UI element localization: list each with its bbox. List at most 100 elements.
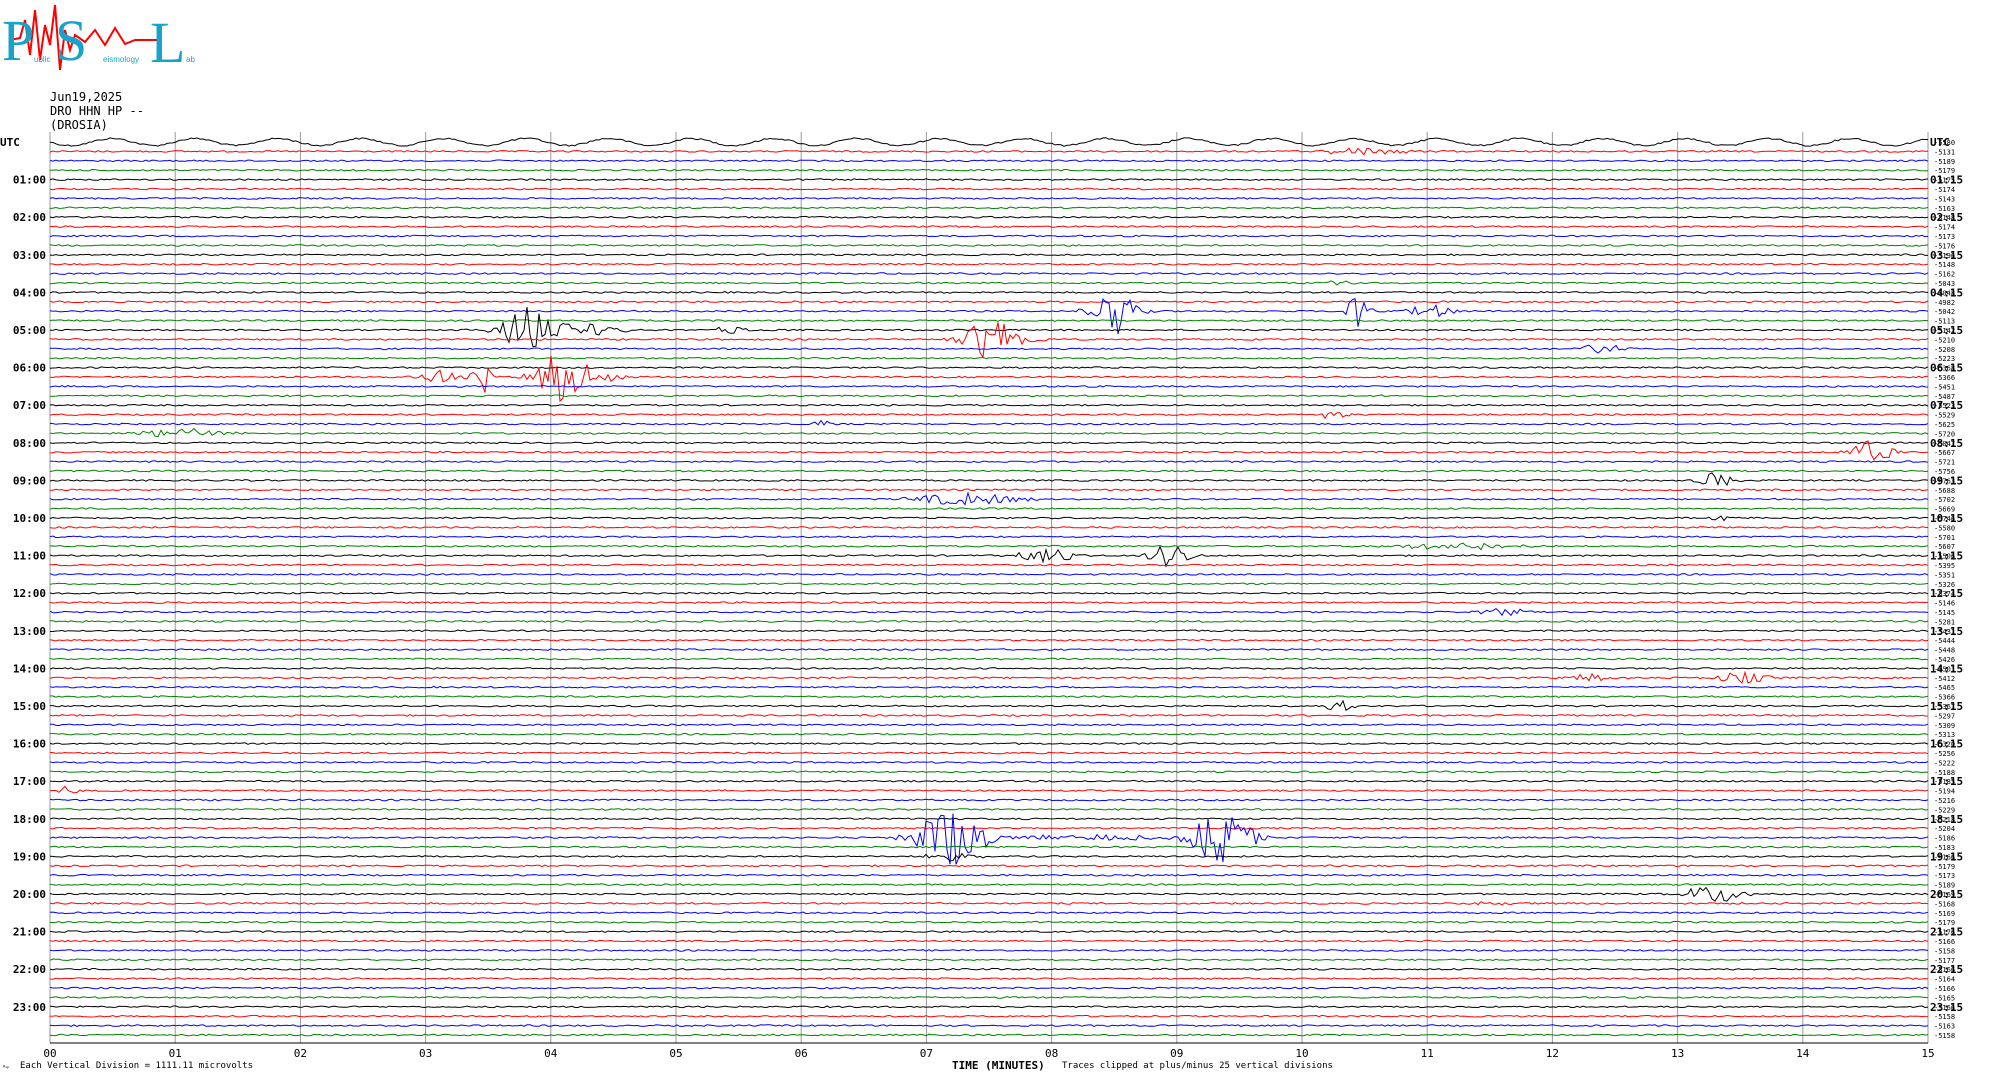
left-hour-label: 23:00	[13, 1001, 46, 1014]
trace-offset-label: -5395	[1934, 562, 1955, 570]
trace-offset-label: -5667	[1934, 449, 1955, 457]
trace-offset-label: -5367	[1934, 703, 1955, 711]
left-hour-label: 11:00	[13, 550, 46, 563]
corner-mark: ᴬᵠ	[2, 1064, 9, 1072]
trace-4	[49, 178, 1929, 181]
right-hour-label: 03:15	[1930, 249, 1963, 262]
right-hour-label: 15:15	[1930, 700, 1963, 713]
trace-offset-label: -5048	[1934, 289, 1955, 297]
trace-64	[49, 742, 1929, 745]
logo-letter-s: S	[55, 8, 87, 73]
trace-60	[50, 699, 1929, 711]
trace-17	[49, 300, 1929, 304]
trace-74	[49, 813, 1929, 865]
right-hour-label: 10:15	[1930, 512, 1963, 525]
x-axis-title: TIME (MINUTES)	[952, 1059, 1045, 1072]
right-hour-label: 04:15	[1930, 286, 1963, 299]
x-tick-label: 06	[795, 1047, 808, 1060]
left-hour-label: 18:00	[13, 813, 46, 826]
trace-33	[49, 440, 1929, 461]
date-label: Jun19,2025	[50, 90, 123, 104]
x-tick-label: 03	[419, 1047, 432, 1060]
trace-86	[49, 949, 1929, 952]
trace-14	[49, 272, 1929, 275]
station-label: (DROSIA)	[50, 118, 108, 132]
trace-0	[49, 137, 1928, 147]
trace-offset-label: -5451	[1934, 383, 1955, 391]
trace-offset-label: -5196	[1934, 252, 1955, 260]
trace-19	[49, 319, 1929, 322]
left-hour-label: 10:00	[13, 512, 46, 525]
trace-91	[49, 996, 1929, 999]
trace-85	[49, 939, 1929, 943]
trace-offset-label: -5168	[1934, 900, 1955, 908]
trace-55	[49, 657, 1929, 661]
left-hour-label: 16:00	[13, 738, 46, 751]
trace-offset-label: -5174	[1934, 224, 1955, 232]
trace-offset-label: -5179	[1934, 863, 1955, 871]
right-hour-label: 23:15	[1930, 1001, 1963, 1014]
trace-62	[50, 723, 1929, 727]
trace-offset-label: -5143	[1934, 195, 1955, 203]
right-hour-label: 18:15	[1930, 813, 1963, 826]
trace-24	[49, 366, 1929, 369]
trace-25	[49, 355, 1929, 403]
trace-offset-label: -5281	[1934, 618, 1955, 626]
trace-37	[49, 488, 1929, 492]
left-utc-label: UTC	[0, 136, 20, 149]
trace-offset-label: -5179	[1934, 919, 1955, 927]
trace-offset-label: -5210	[1934, 336, 1955, 344]
trace-offset-label: -5158	[1934, 1032, 1955, 1040]
trace-16	[49, 291, 1929, 294]
trace-offset-label: -5175	[1934, 177, 1955, 185]
trace-39	[49, 507, 1929, 510]
trace-offset-label: -5580	[1934, 139, 1955, 147]
right-utc-label: UTC	[1930, 136, 1950, 149]
trace-11	[49, 244, 1929, 247]
trace-offset-label: -5222	[1934, 759, 1955, 767]
trace-offset-label: -5185	[1934, 778, 1955, 786]
trace-offset-label: -5042	[1934, 308, 1955, 316]
left-hour-label: 05:00	[13, 324, 46, 337]
left-hour-label: 14:00	[13, 662, 46, 675]
trace-79	[49, 883, 1929, 886]
trace-36	[49, 472, 1929, 487]
trace-offset-label: -5177	[1934, 957, 1955, 965]
psl-logo: P S L ublic eismology ab	[2, 4, 195, 75]
trace-40	[49, 515, 1929, 522]
trace-offset-label: -5204	[1934, 825, 1955, 833]
clip-note: Traces clipped at plus/minus 25 vertical…	[1062, 1061, 1333, 1071]
trace-offset-label: -5194	[1934, 788, 1955, 796]
right-hour-label: 12:15	[1930, 587, 1963, 600]
right-hour-label: 01:15	[1930, 174, 1963, 187]
trace-89	[49, 977, 1929, 980]
trace-offset-label: -5412	[1934, 675, 1955, 683]
trace-offset-label: -5162	[1934, 271, 1955, 279]
trace-offset-label: -5688	[1934, 487, 1955, 495]
right-hour-label: 08:15	[1930, 437, 1963, 450]
trace-offset-label: -5183	[1934, 844, 1955, 852]
trace-31	[49, 427, 1929, 438]
x-tick-label: 05	[669, 1047, 682, 1060]
x-tick-label: 10	[1295, 1047, 1308, 1060]
x-tick-label: 13	[1671, 1047, 1684, 1060]
trace-61	[49, 714, 1929, 717]
trace-offset-label: -5169	[1934, 910, 1955, 918]
trace-offset-label: -5229	[1934, 806, 1955, 814]
trace-76	[49, 852, 1929, 862]
x-tick-label: 12	[1546, 1047, 1559, 1060]
right-hour-label: 13:15	[1930, 625, 1963, 638]
trace-3	[49, 168, 1929, 172]
x-tick-label: 04	[544, 1047, 558, 1060]
trace-30	[49, 419, 1929, 426]
logo-word-eismology: eismology	[103, 55, 139, 64]
trace-offset-label: -5366	[1934, 694, 1955, 702]
trace-offset-label: -5208	[1934, 346, 1955, 354]
trace-42	[49, 535, 1929, 539]
trace-offset-label: -5297	[1934, 712, 1955, 720]
trace-offset-label: -5351	[1934, 571, 1955, 579]
right-hour-label: 05:15	[1930, 324, 1963, 337]
trace-offset-label: -5309	[1934, 722, 1955, 730]
trace-offset-label: -5173	[1934, 872, 1955, 880]
trace-offset-label: -5158	[1934, 947, 1955, 955]
